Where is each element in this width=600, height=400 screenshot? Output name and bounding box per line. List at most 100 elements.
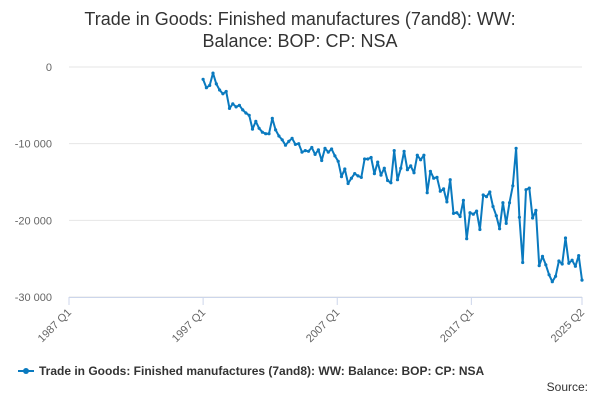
data-point[interactable] bbox=[422, 153, 426, 157]
data-point[interactable] bbox=[260, 130, 264, 134]
data-point[interactable] bbox=[547, 273, 551, 277]
data-point[interactable] bbox=[501, 201, 505, 205]
data-point[interactable] bbox=[511, 184, 515, 188]
data-point[interactable] bbox=[451, 211, 456, 215]
data-point[interactable] bbox=[277, 134, 281, 138]
data-point[interactable] bbox=[563, 236, 568, 240]
data-point[interactable] bbox=[481, 193, 485, 197]
data-point[interactable] bbox=[264, 132, 268, 136]
data-point[interactable] bbox=[544, 263, 548, 267]
data-point[interactable] bbox=[402, 149, 406, 153]
data-point[interactable] bbox=[201, 77, 205, 81]
data-point[interactable] bbox=[580, 278, 584, 282]
data-point[interactable] bbox=[425, 191, 429, 195]
data-point[interactable] bbox=[372, 172, 376, 176]
data-point[interactable] bbox=[435, 175, 439, 179]
data-point[interactable] bbox=[274, 128, 278, 132]
data-point[interactable] bbox=[224, 89, 228, 94]
data-point[interactable] bbox=[560, 262, 564, 266]
data-point[interactable] bbox=[297, 142, 301, 146]
data-point[interactable] bbox=[320, 158, 324, 163]
data-point[interactable] bbox=[395, 178, 400, 182]
data-point[interactable] bbox=[514, 146, 518, 150]
data-point[interactable] bbox=[369, 155, 373, 160]
data-point[interactable] bbox=[257, 126, 261, 130]
data-point[interactable] bbox=[306, 149, 311, 153]
data-point[interactable] bbox=[524, 188, 528, 192]
data-point[interactable] bbox=[293, 142, 297, 146]
data-point[interactable] bbox=[531, 216, 535, 220]
data-point[interactable] bbox=[241, 108, 245, 112]
data-point[interactable] bbox=[461, 198, 465, 202]
data-point[interactable] bbox=[326, 150, 330, 154]
data-point[interactable] bbox=[237, 103, 241, 107]
data-point[interactable] bbox=[448, 178, 452, 182]
data-point[interactable] bbox=[379, 173, 383, 177]
data-point[interactable] bbox=[231, 102, 235, 106]
data-point[interactable] bbox=[550, 280, 554, 284]
data-point[interactable] bbox=[557, 259, 561, 263]
data-point[interactable] bbox=[438, 189, 442, 193]
data-point[interactable] bbox=[303, 149, 307, 153]
data-point[interactable] bbox=[409, 164, 413, 168]
data-point[interactable] bbox=[339, 175, 344, 179]
data-point[interactable] bbox=[458, 214, 462, 219]
data-point[interactable] bbox=[570, 258, 574, 262]
data-point[interactable] bbox=[376, 160, 380, 164]
data-point[interactable] bbox=[540, 254, 545, 258]
data-point[interactable] bbox=[527, 186, 531, 190]
data-point[interactable] bbox=[468, 211, 472, 215]
data-point[interactable] bbox=[471, 212, 475, 216]
data-point[interactable] bbox=[455, 211, 459, 215]
data-point[interactable] bbox=[346, 181, 350, 186]
data-point[interactable] bbox=[567, 261, 571, 265]
data-point[interactable] bbox=[554, 274, 558, 278]
data-point[interactable] bbox=[484, 195, 489, 199]
data-point[interactable] bbox=[577, 254, 581, 258]
data-point[interactable] bbox=[313, 152, 317, 156]
data-point[interactable] bbox=[227, 106, 232, 110]
data-point[interactable] bbox=[521, 260, 525, 265]
data-point[interactable] bbox=[382, 166, 386, 170]
data-point[interactable] bbox=[270, 116, 274, 120]
data-point[interactable] bbox=[204, 86, 208, 90]
data-point[interactable] bbox=[283, 143, 288, 147]
data-point[interactable] bbox=[221, 92, 225, 96]
data-point[interactable] bbox=[507, 201, 512, 205]
data-point[interactable] bbox=[290, 136, 294, 140]
data-point[interactable] bbox=[405, 168, 409, 172]
data-point[interactable] bbox=[442, 187, 446, 191]
data-point[interactable] bbox=[280, 138, 284, 142]
data-point[interactable] bbox=[491, 204, 495, 209]
data-point[interactable] bbox=[349, 176, 353, 180]
data-point[interactable] bbox=[359, 175, 363, 179]
data-point[interactable] bbox=[287, 139, 291, 143]
data-point[interactable] bbox=[412, 171, 416, 175]
data-point[interactable] bbox=[323, 146, 327, 150]
data-point[interactable] bbox=[254, 119, 258, 123]
data-point[interactable] bbox=[419, 158, 423, 162]
data-point[interactable] bbox=[363, 157, 367, 161]
data-point[interactable] bbox=[211, 71, 215, 75]
data-point[interactable] bbox=[310, 145, 314, 150]
data-point[interactable] bbox=[330, 147, 334, 151]
data-point[interactable] bbox=[214, 82, 218, 86]
data-point[interactable] bbox=[488, 190, 492, 194]
data-point[interactable] bbox=[465, 237, 469, 241]
data-point[interactable] bbox=[333, 154, 337, 158]
data-point[interactable] bbox=[336, 159, 340, 163]
data-point[interactable] bbox=[247, 113, 251, 117]
data-point[interactable] bbox=[445, 200, 449, 204]
data-point[interactable] bbox=[392, 149, 396, 153]
data-point[interactable] bbox=[218, 88, 222, 92]
data-point[interactable] bbox=[432, 176, 436, 180]
data-point[interactable] bbox=[415, 153, 419, 157]
data-point[interactable] bbox=[356, 174, 360, 178]
data-point[interactable] bbox=[343, 167, 347, 171]
data-point[interactable] bbox=[208, 83, 212, 87]
data-point[interactable] bbox=[517, 215, 522, 219]
legend[interactable]: Trade in Goods: Finished manufactures (7… bbox=[18, 364, 484, 378]
data-point[interactable] bbox=[498, 227, 502, 231]
data-point[interactable] bbox=[494, 214, 498, 218]
data-point[interactable] bbox=[386, 178, 390, 183]
